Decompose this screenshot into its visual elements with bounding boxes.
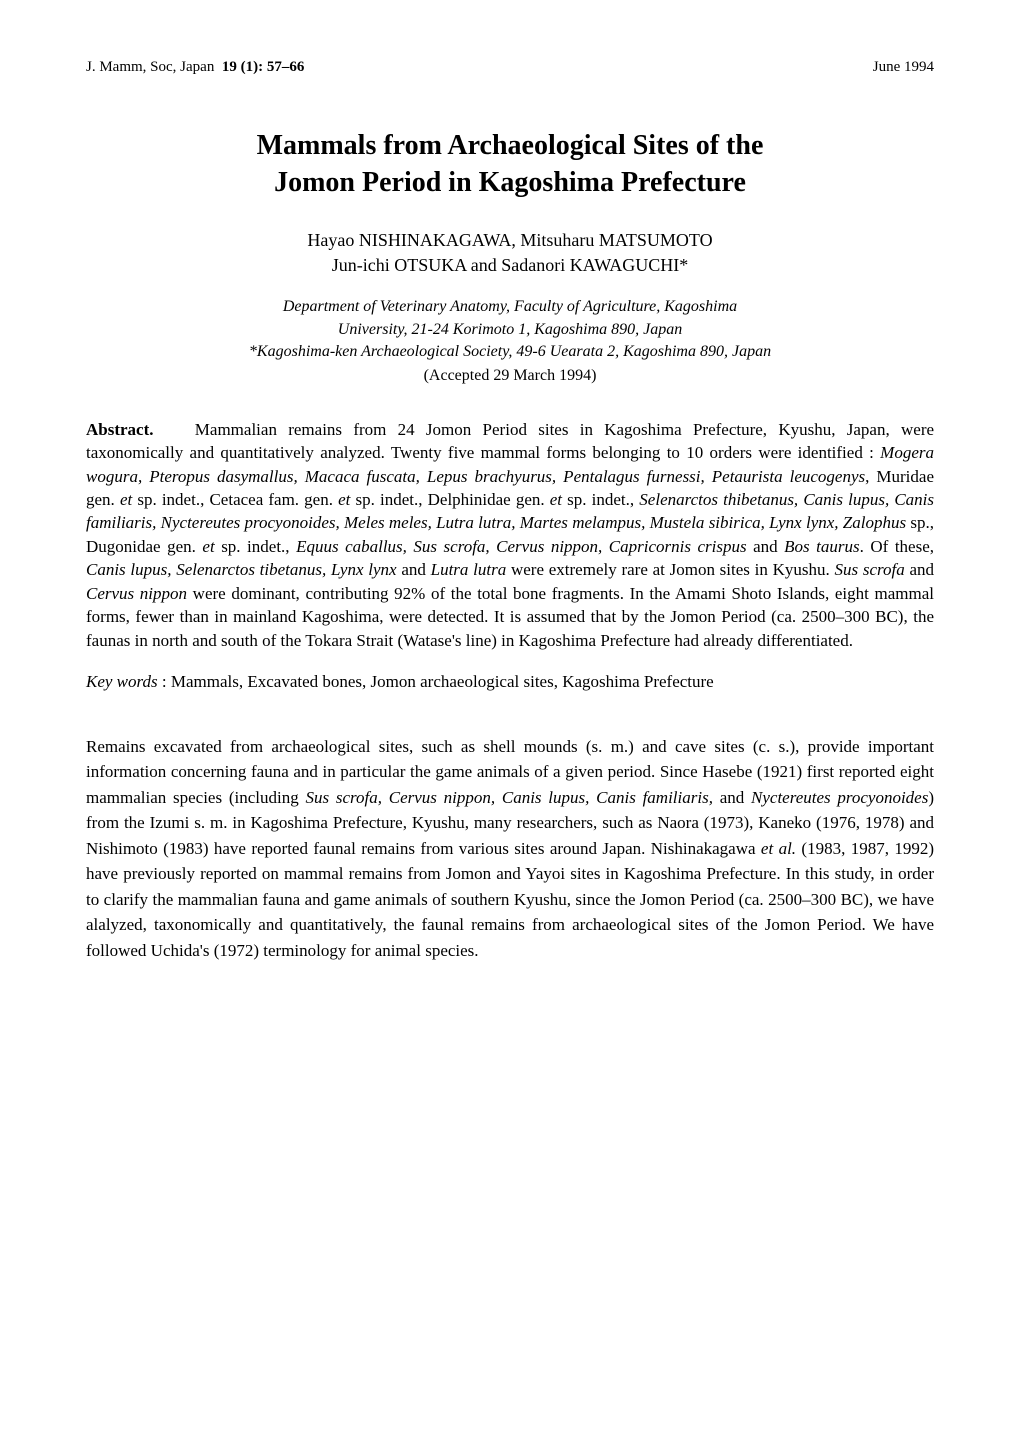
body-etal: et al. — [761, 839, 796, 858]
abstract-species-3: Equus caballus, Sus scrofa, Cervus nippo… — [296, 537, 747, 556]
affiliation-line-3: *Kagoshima-ken Archaeological Society, 4… — [249, 343, 771, 360]
abstract-text-1: Mammalian remains from 24 Jomon Period s… — [86, 420, 934, 462]
journal-name: J. Mamm, Soc, Japan — [86, 59, 214, 75]
abstract-et-1: et — [120, 490, 132, 509]
abstract-text-3: sp. indet., Cetacea fam. gen. — [132, 490, 338, 509]
abstract-text-7: sp. indet., — [215, 537, 296, 556]
abstract-paragraph: Abstract. Mammalian remains from 24 Jomo… — [86, 418, 934, 653]
abstract-text-5: sp. indet., — [562, 490, 639, 509]
body-species-2: Nyctereutes procyonoides — [751, 788, 928, 807]
accepted-date: (Accepted 29 March 1994) — [86, 364, 934, 388]
journal-citation: J. Mamm, Soc, Japan 19 (1): 57–66 — [86, 56, 304, 79]
abstract-text-8: and — [747, 537, 785, 556]
abstract-text-9: . Of these, — [860, 537, 934, 556]
abstract-et-2: et — [338, 490, 350, 509]
abstract-text-4: sp. indet., Delphinidae gen. — [350, 490, 549, 509]
journal-header: J. Mamm, Soc, Japan 19 (1): 57–66 June 1… — [86, 56, 934, 79]
abstract-species-5: Canis lupus, Selenarctos tibetanus, Lynx… — [86, 560, 397, 579]
abstract-species-4: Bos taurus — [784, 537, 859, 556]
abstract-text-12: and — [905, 560, 934, 579]
journal-volume: 19 (1): 57–66 — [222, 59, 305, 75]
affiliation-line-1: Department of Veterinary Anatomy, Facult… — [283, 298, 737, 315]
journal-date: June 1994 — [873, 56, 934, 79]
article-title: Mammals from Archaeological Sites of the… — [86, 127, 934, 203]
authors-line-1: Hayao NISHINAKAGAWA, Mitsuharu MATSUMOTO — [307, 230, 712, 250]
title-line-1: Mammals from Archaeological Sites of the — [257, 130, 764, 161]
abstract-text-11: were extremely rare at Jomon sites in Ky… — [506, 560, 834, 579]
abstract-text-13: were dominant, contributing 92% of the t… — [86, 584, 934, 650]
abstract-species-8: Cervus nippon — [86, 584, 187, 603]
authors-line-2: Jun-ichi OTSUKA and Sadanori KAWAGUCHI* — [332, 255, 689, 275]
title-line-2: Jomon Period in Kagoshima Prefecture — [274, 167, 746, 198]
affiliations-block: Department of Veterinary Anatomy, Facult… — [86, 296, 934, 363]
abstract-text-10: and — [397, 560, 431, 579]
keywords-paragraph: Key words : Mammals, Excavated bones, Jo… — [86, 670, 934, 693]
body-text-1b: and — [713, 788, 751, 807]
abstract-et-4: et — [202, 537, 214, 556]
body-paragraph-1: Remains excavated from archaeological si… — [86, 734, 934, 964]
body-species-1: Sus scrofa, Cervus nippon, Canis lupus, … — [305, 788, 712, 807]
authors-block: Hayao NISHINAKAGAWA, Mitsuharu MATSUMOTO… — [86, 228, 934, 278]
abstract-label: Abstract. — [86, 420, 154, 439]
abstract-species-7: Sus scrofa — [835, 560, 905, 579]
keywords-text: : Mammals, Excavated bones, Jomon archae… — [158, 672, 714, 691]
abstract-species-6: Lutra lutra — [431, 560, 507, 579]
keywords-label: Key words — [86, 672, 158, 691]
abstract-et-3: et — [550, 490, 562, 509]
affiliation-line-2: University, 21-24 Korimoto 1, Kagoshima … — [338, 321, 682, 338]
